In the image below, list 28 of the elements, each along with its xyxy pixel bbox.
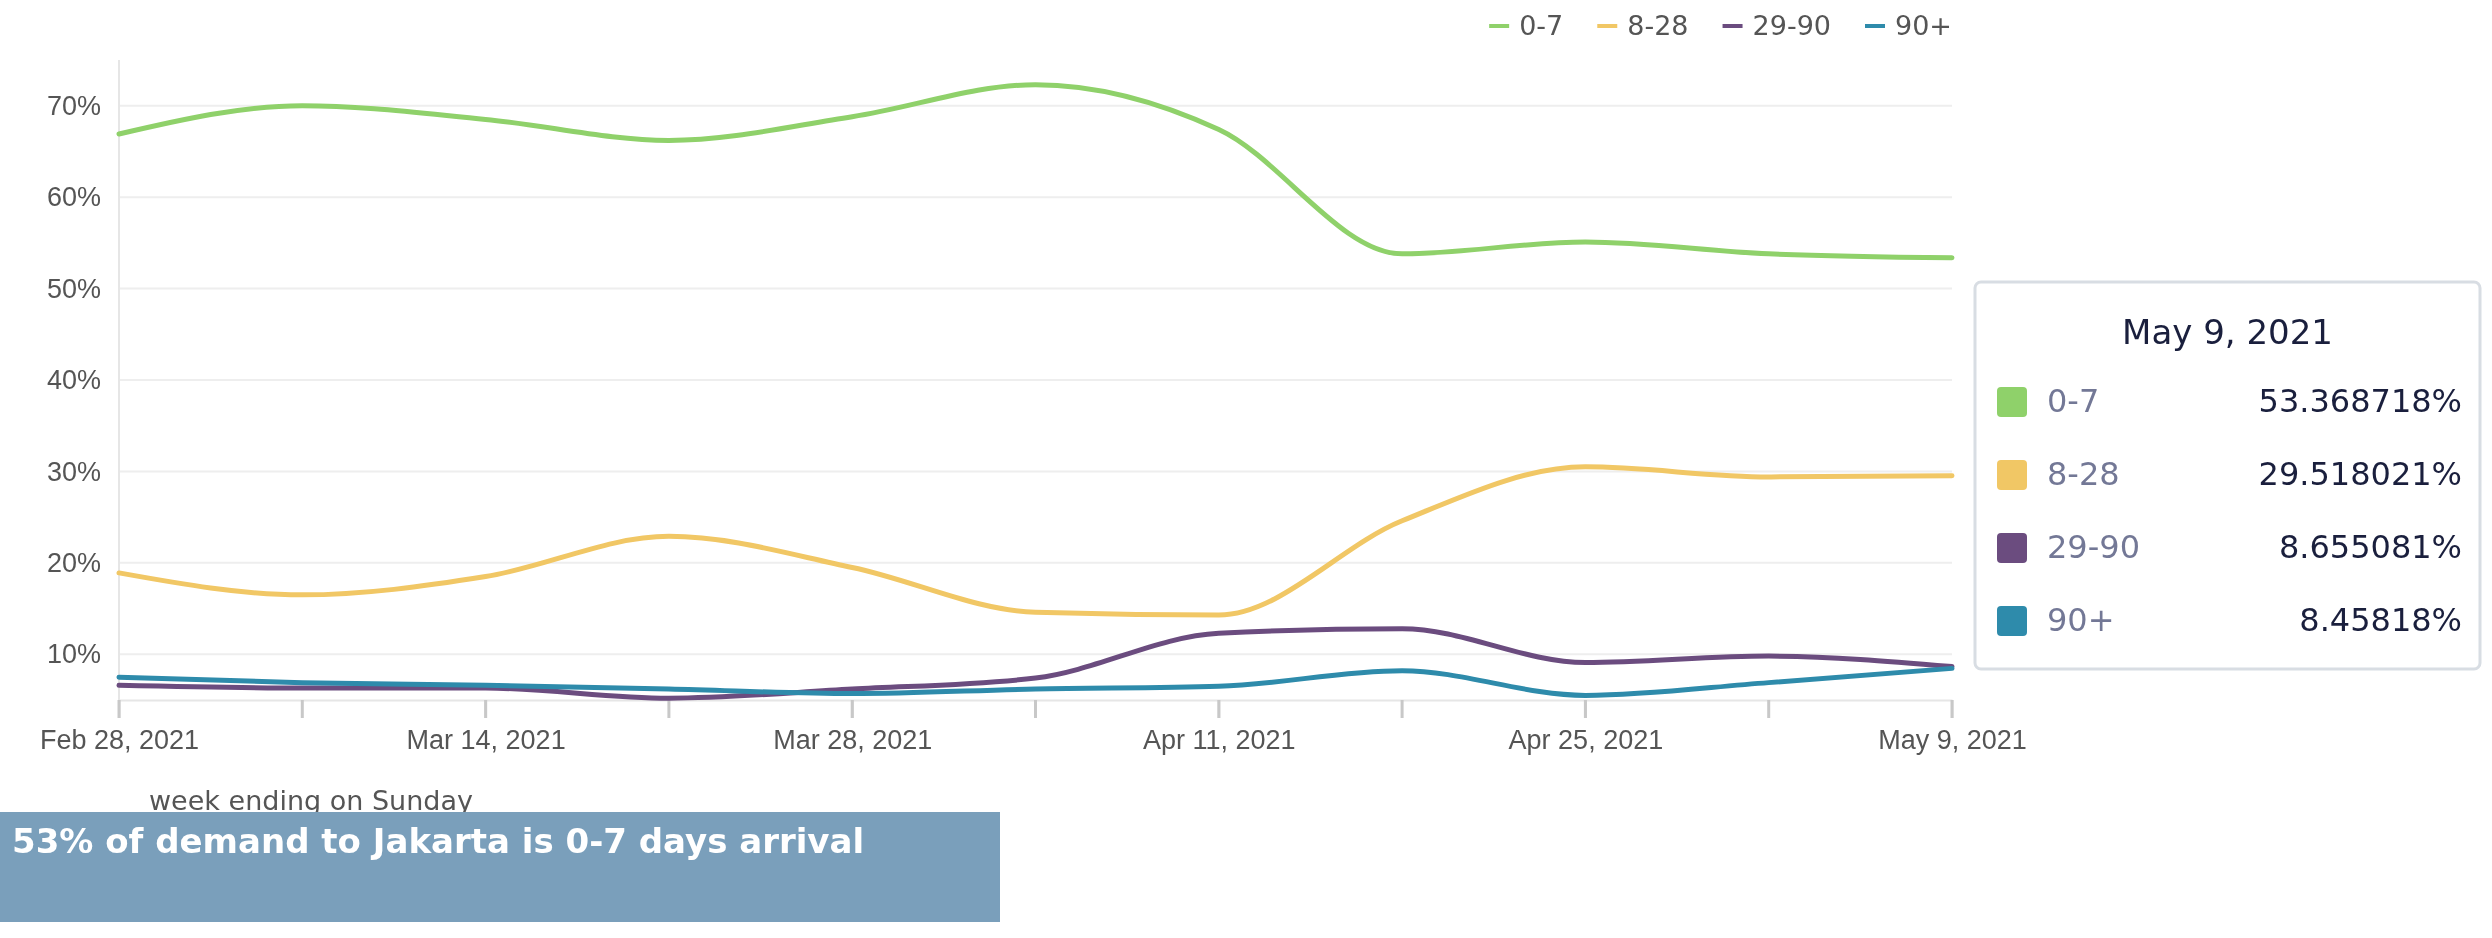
y-tick-label: 10%: [46, 639, 101, 670]
legend-label: 90+: [2047, 601, 2115, 639]
text: 29.518021%: [2258, 455, 2462, 493]
text: 8-28: [1627, 10, 1689, 41]
x-tick-label: Apr 11, 2021: [1142, 725, 1296, 756]
legend-label: 8-28: [2047, 455, 2120, 493]
y-tick-label: 60%: [46, 182, 101, 213]
legend-label: 0-7: [1519, 10, 1564, 41]
x-tick-label: May 9, 2021: [1878, 725, 2027, 756]
x-tick-label: Apr 25, 2021: [1508, 725, 1664, 756]
y-tick-label: 30%: [46, 456, 101, 487]
text: 0-7: [2047, 382, 2100, 420]
text: 90+: [1895, 10, 1952, 41]
text: 53.368718%: [2258, 382, 2462, 420]
y-tick-label: 20%: [46, 548, 101, 578]
x-tick-label: Feb 28, 2021: [39, 725, 200, 756]
x-axis-title: week ending on Sunday: [149, 785, 473, 816]
y-tick-label: 50%: [46, 273, 101, 304]
text: 8.45818%: [2299, 601, 2462, 639]
text: May 9, 2021: [2122, 312, 2333, 352]
legend-label: 29-90: [2047, 528, 2140, 566]
text: 53% of demand to Jakarta is 0-7 days arrival: [12, 821, 865, 861]
y-tick-label: 70%: [46, 90, 101, 121]
text: 8.655081%: [2278, 528, 2462, 566]
x-tick-label: Mar 28, 2021: [773, 725, 933, 756]
x-tick-label: Mar 14, 2021: [406, 725, 566, 756]
text: 29-90: [1752, 10, 1832, 41]
y-tick-label: 40%: [46, 365, 101, 396]
